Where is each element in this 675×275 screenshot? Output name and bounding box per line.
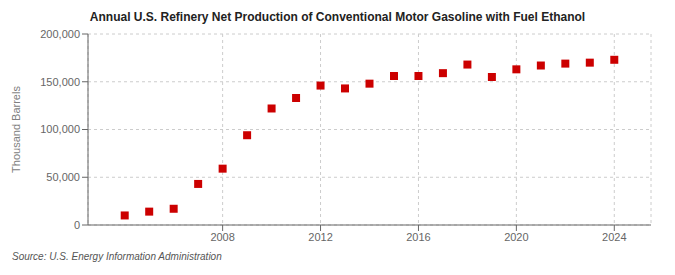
svg-text:2024: 2024 xyxy=(602,231,626,243)
svg-text:2016: 2016 xyxy=(406,231,430,243)
svg-text:2020: 2020 xyxy=(504,231,528,243)
svg-text:50,000: 50,000 xyxy=(46,171,80,183)
html-text:Source: U.S. Energy Informatio: Source: U.S. Energy Information Administ… xyxy=(12,251,222,262)
svg-text:0: 0 xyxy=(74,219,80,231)
html-text:Annual U.S. Refinery Net Produ: Annual U.S. Refinery Net Production of C… xyxy=(89,10,586,24)
svg-text:2012: 2012 xyxy=(308,231,332,243)
svg-text:Thousand Barrels: Thousand Barrels xyxy=(10,86,22,173)
svg-text:200,000: 200,000 xyxy=(40,28,80,40)
svg-text:150,000: 150,000 xyxy=(40,76,80,88)
svg-text:2008: 2008 xyxy=(210,231,234,243)
svg-text:100,000: 100,000 xyxy=(40,123,80,135)
